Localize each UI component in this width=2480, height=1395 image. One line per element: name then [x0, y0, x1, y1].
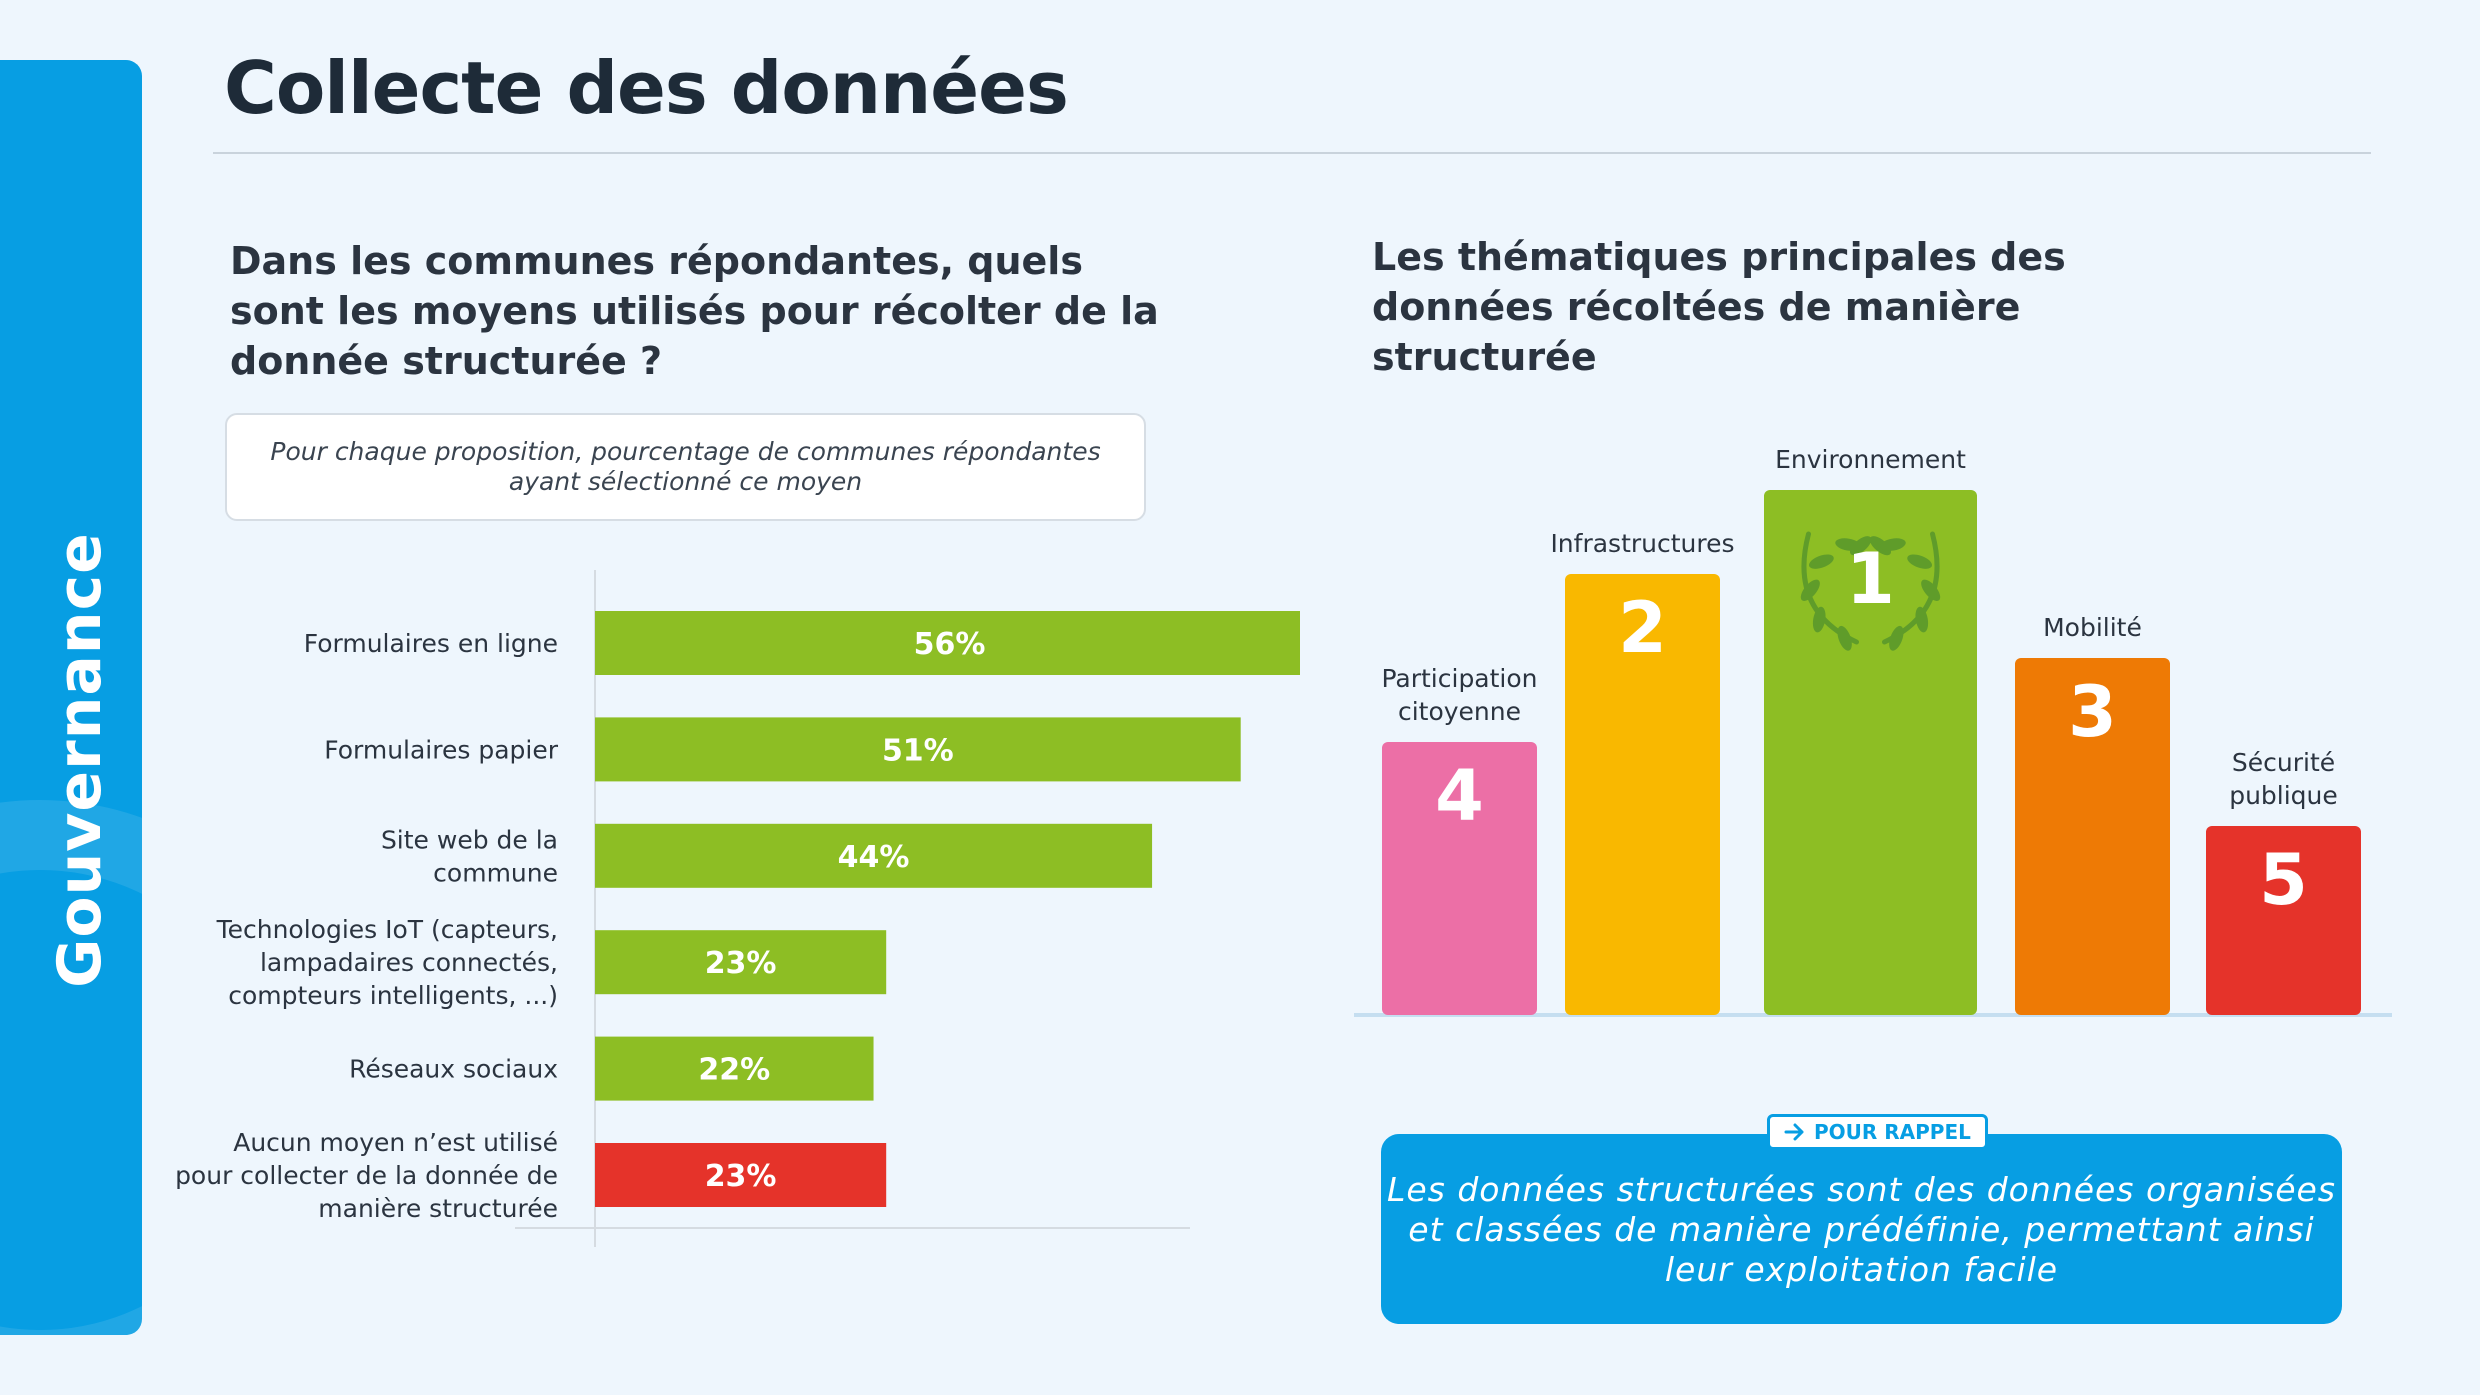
- bar-value-label: 23%: [705, 946, 777, 981]
- chart-note: Pour chaque proposition, pourcentage de …: [270, 437, 1101, 496]
- title-divider: [213, 152, 2371, 154]
- reminder-tag-label: POUR RAPPEL: [1814, 1120, 1971, 1144]
- laurel-wreath-icon: [1800, 531, 1941, 651]
- rank-number: 4: [1435, 755, 1484, 837]
- bar-4: [595, 930, 887, 995]
- bar-value-label: 51%: [882, 733, 954, 768]
- bar-value-label: 56%: [914, 627, 986, 662]
- right-chart-title: Les thématiques principales des données …: [1372, 235, 2066, 379]
- bar-3: [595, 823, 1153, 888]
- rank-bar-4: [2015, 658, 2170, 1015]
- bar-category-label: Site web de la commune: [381, 825, 558, 887]
- bar-value-label: 22%: [698, 1053, 770, 1088]
- side-band: Gouvernance: [0, 60, 142, 1335]
- bar-value-label: 44%: [838, 840, 910, 875]
- rank-number: 3: [2068, 671, 2117, 753]
- decorative-circle: [0, 800, 142, 1335]
- rank-number: 1: [1846, 538, 1895, 620]
- bar-category-label: Formulaires en ligne: [304, 629, 558, 658]
- arrow-right-icon: [1784, 1123, 1804, 1141]
- means-bar-chart: 56% Formulaires en ligne 51% Formulaires pa…: [175, 570, 1300, 1247]
- left-chart-question: Dans les communes répondantes, quels son…: [230, 239, 1159, 383]
- bar-1: [595, 611, 1300, 675]
- bar-category-label: Technologies IoT (capteurs, lampadaires c…: [216, 915, 558, 1010]
- rank-bar-5: [2206, 826, 2361, 1015]
- bar-5: [595, 1036, 874, 1101]
- reminder-text: Les données structurées sont des données…: [1386, 1170, 2336, 1289]
- rank-category-label: Sécurité publique: [2229, 748, 2338, 810]
- reminder-tag: POUR RAPPEL: [1767, 1114, 1988, 1150]
- bar-category-label: Aucun moyen n’est utilisé pour collecter …: [175, 1128, 558, 1223]
- rank-category-label: Participation citoyenne: [1381, 664, 1537, 726]
- bar-value-label: 23%: [705, 1159, 777, 1194]
- chart-note-box: Pour chaque proposition, pourcentage de …: [225, 413, 1146, 521]
- bar-6: [595, 1143, 887, 1207]
- rank-bar-1: [1382, 742, 1537, 1015]
- bar-2: [595, 717, 1241, 782]
- rank-category-label: Infrastructures: [1550, 529, 1734, 558]
- rank-bar-2: [1565, 574, 1720, 1015]
- reminder-box: POUR RAPPEL Les données structurées sont…: [1381, 1114, 2342, 1324]
- bar-category-label: Formulaires papier: [324, 735, 558, 764]
- rank-category-label: Environnement: [1775, 445, 1966, 474]
- rank-category-label: Mobilité: [2043, 613, 2142, 642]
- rank-number: 2: [1618, 587, 1667, 669]
- themes-rank-chart: 4 Participation citoyenne 2 Infrastructures 1…: [1354, 445, 2392, 1017]
- rank-number: 5: [2259, 839, 2308, 921]
- bar-category-label: Réseaux sociaux: [349, 1055, 558, 1084]
- page-title: Collecte des données: [224, 46, 1069, 130]
